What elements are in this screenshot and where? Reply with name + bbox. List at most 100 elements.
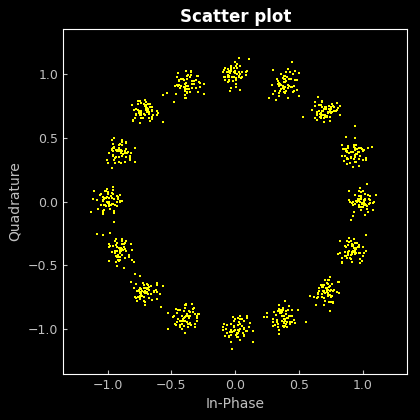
Point [276,82,282,89]
Point [142,298,149,305]
Point [142,285,149,291]
Point [149,107,156,113]
Point [227,62,234,69]
Point [116,254,123,260]
Point [126,154,133,161]
Point [113,242,119,249]
Point [284,74,291,80]
Point [290,88,297,94]
Point [110,195,117,202]
Point [119,152,126,159]
Point [352,142,359,149]
Point [144,284,151,291]
Point [328,287,334,294]
Point [121,265,128,271]
Point [143,104,150,111]
Point [353,197,360,204]
Point [360,148,367,155]
Point [187,309,194,315]
Point [153,286,160,293]
Point [234,330,240,337]
Point [114,256,121,263]
Point [192,77,199,84]
Point [110,148,116,155]
Point [112,236,119,243]
Point [345,235,352,242]
Point [137,99,144,106]
Point [108,136,115,143]
Point [341,153,348,160]
Point [153,282,160,289]
Point [361,199,368,205]
Point [225,65,232,72]
Point [357,153,363,160]
Point [189,81,196,87]
Point [284,323,290,330]
Point [318,110,324,116]
Point [289,84,296,91]
Point [276,302,282,308]
Point [231,327,237,334]
Point [337,238,344,244]
Point [142,97,148,104]
Point [354,195,361,202]
Point [345,143,352,150]
Point [122,240,129,247]
Point [228,332,235,339]
Point [145,295,152,302]
Point [296,70,302,76]
Point [117,247,124,254]
Point [326,283,333,290]
Point [315,288,322,294]
Point [357,250,363,257]
Point [287,321,294,328]
Point [345,241,352,248]
Point [331,287,337,294]
Point [220,74,227,81]
Point [231,74,237,81]
Point [322,289,328,296]
Point [356,241,363,248]
Point [132,158,139,165]
Point [286,76,292,83]
Point [118,245,125,252]
Point [184,73,190,79]
Point [316,288,323,295]
Point [219,69,226,76]
Point [362,212,368,218]
Point [235,69,242,76]
Point [226,334,232,341]
Point [100,207,106,214]
Point [220,324,226,331]
Point [139,288,145,294]
Point [319,293,326,300]
Point [269,323,276,330]
Point [348,238,354,244]
Point [324,280,331,287]
Point [229,78,236,84]
Point [107,230,113,236]
Point [337,102,344,109]
Point [100,198,106,205]
Title: Scatter plot: Scatter plot [179,8,291,26]
Point [138,290,144,297]
Point [222,65,229,71]
Point [321,276,328,283]
Point [373,192,379,198]
Point [112,248,118,255]
Point [180,76,187,83]
Point [188,72,194,79]
Point [324,287,331,294]
Point [109,190,116,197]
Point [137,295,144,302]
Point [154,280,160,286]
Point [281,319,287,326]
Point [113,254,120,261]
Point [184,88,191,95]
Point [289,59,296,66]
Point [356,250,363,257]
Point [187,313,194,320]
Point [227,329,234,336]
Point [285,315,292,322]
Point [279,312,286,319]
